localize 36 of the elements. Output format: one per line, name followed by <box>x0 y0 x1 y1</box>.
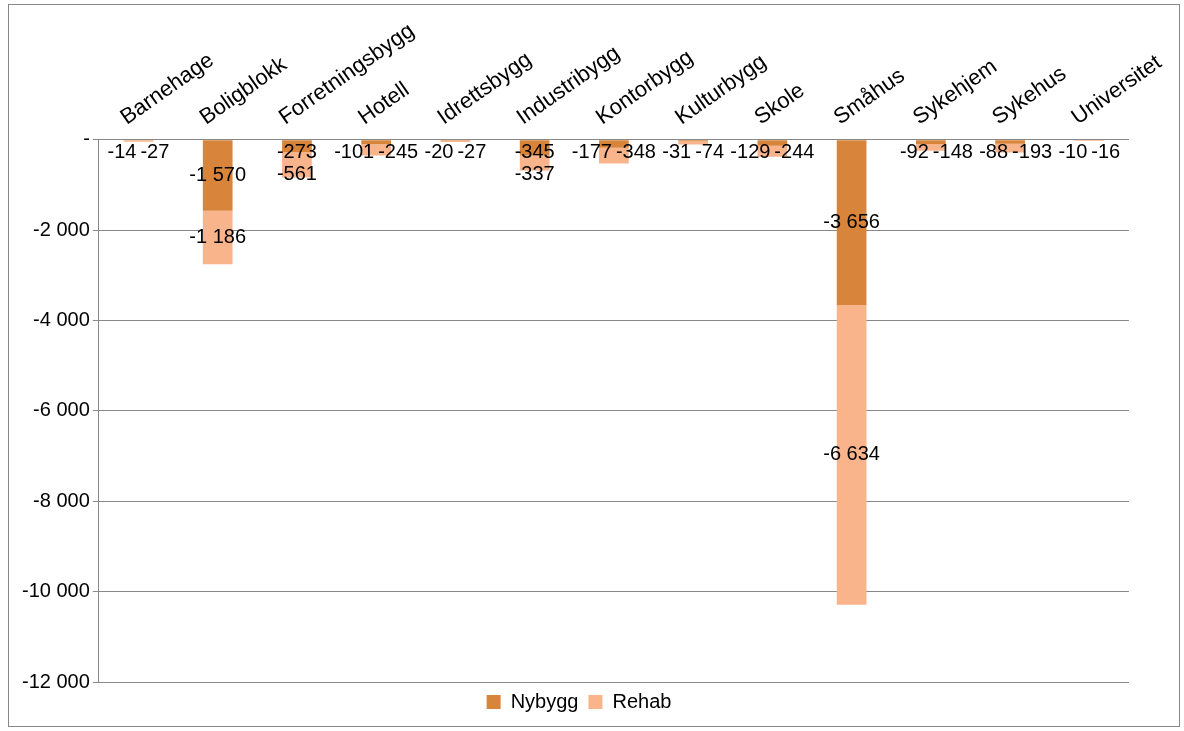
data-label: -31 <box>662 140 692 163</box>
data-label: -92 <box>899 140 929 163</box>
bar <box>757 140 788 146</box>
y-tick-label: - <box>83 127 90 150</box>
data-label: -129 <box>730 140 771 163</box>
data-label: -148 <box>932 140 973 163</box>
data-label: -348 <box>615 140 656 163</box>
y-tick-label: -8 000 <box>33 488 90 511</box>
bar <box>995 140 1025 144</box>
bar <box>361 140 392 145</box>
y-tick-label: -4 000 <box>33 308 90 331</box>
data-label: -27 <box>457 140 487 163</box>
bar <box>916 140 946 144</box>
data-label: -101 <box>334 140 375 163</box>
data-label: -193 <box>1012 140 1053 163</box>
data-label: -337 <box>514 162 555 185</box>
data-label: -177 <box>571 140 612 163</box>
data-label: -88 <box>979 140 1009 163</box>
y-tick-label: -6 000 <box>33 398 90 421</box>
data-label: -6 634 <box>823 442 880 465</box>
data-label: -245 <box>378 140 419 163</box>
data-label: -20 <box>424 140 454 163</box>
data-label: -74 <box>695 140 725 163</box>
y-tick-label: -2 000 <box>33 217 90 240</box>
legend-label: Rehab <box>612 689 672 712</box>
data-label: -561 <box>276 162 317 185</box>
data-label: -14 <box>107 140 137 163</box>
data-label: -244 <box>774 140 815 163</box>
data-label: -1 186 <box>189 225 247 248</box>
y-tick-label: -10 000 <box>21 579 90 602</box>
data-label: -273 <box>276 140 317 163</box>
y-tick-label: -12 000 <box>21 669 90 692</box>
data-label: -27 <box>140 140 170 163</box>
data-label: -10 <box>1058 140 1088 163</box>
legend-label: Nybygg <box>510 689 579 712</box>
data-label: -16 <box>1091 140 1121 163</box>
